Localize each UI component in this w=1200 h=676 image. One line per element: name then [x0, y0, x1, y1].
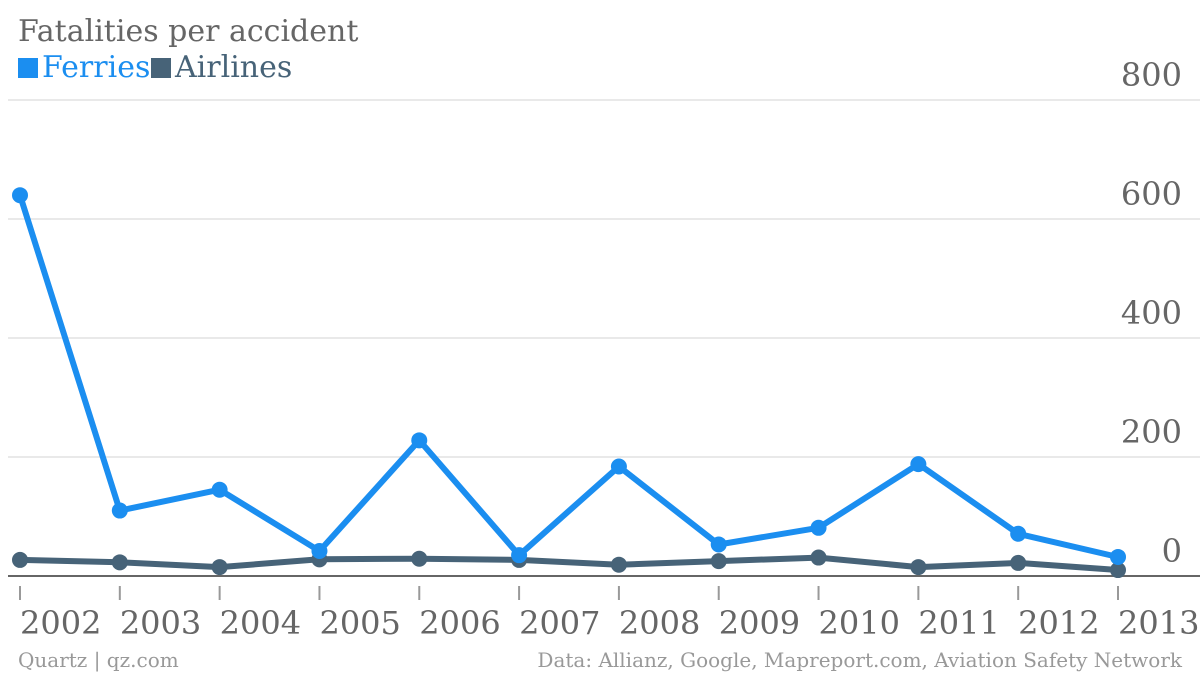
credit-text: Quartz | qz.com [18, 648, 179, 673]
data-point-airlines [710, 553, 727, 570]
data-point-airlines [111, 554, 128, 571]
y-tick-label: 400 [1121, 294, 1182, 332]
data-point-airlines [1110, 562, 1126, 579]
series-line-ferries [17, 192, 1121, 560]
data-point-ferries [910, 456, 927, 473]
x-tick-label: 2006 [419, 604, 500, 642]
legend-label-ferries: Ferries [42, 50, 150, 85]
x-tick-label: 2008 [619, 604, 700, 642]
x-tick-label: 2010 [819, 604, 900, 642]
x-tick-label: 2002 [20, 604, 101, 642]
y-axis-ticks: 800 600 400 200 0 [1121, 56, 1182, 570]
y-tick-label: 0 [1162, 532, 1182, 570]
gridlines [8, 99, 1200, 458]
series-line-airlines [17, 554, 1121, 573]
legend: Ferries Airlines [18, 50, 292, 85]
data-point-ferries [810, 519, 827, 536]
data-point-ferries [311, 543, 328, 560]
source-text: Data: Allianz, Google, Mapreport.com, Av… [537, 648, 1182, 672]
data-point-airlines [12, 551, 28, 568]
data-point-ferries [1110, 548, 1126, 565]
y-tick-label: 800 [1121, 56, 1182, 94]
x-axis-ticks: 2002 2003 2004 2005 2006 2007 2008 2009 2010 2011… [19, 586, 1199, 642]
y-tick-label: 200 [1121, 413, 1182, 451]
y-tick-label: 600 [1121, 175, 1182, 213]
series-points [12, 187, 1126, 579]
data-point-airlines [1010, 554, 1027, 571]
data-point-airlines [211, 559, 228, 576]
data-point-airlines [610, 556, 627, 573]
data-point-ferries [610, 458, 627, 475]
legend-label-airlines: Airlines [174, 50, 292, 85]
x-tick-label: 2011 [918, 604, 999, 642]
x-tick-label: 2007 [519, 604, 600, 642]
data-point-airlines [411, 550, 428, 567]
data-point-ferries [710, 536, 727, 553]
data-point-ferries [411, 432, 428, 449]
data-point-ferries [111, 502, 128, 519]
chart-title: Fatalities per accident [18, 14, 358, 49]
data-point-ferries [1010, 525, 1027, 542]
series-lines [17, 192, 1121, 573]
x-tick-label: 2009 [719, 604, 800, 642]
data-point-airlines [810, 549, 827, 566]
x-tick-label: 2013 [1118, 604, 1199, 642]
x-tick-label: 2003 [120, 604, 201, 642]
data-point-ferries [211, 481, 228, 498]
data-point-ferries [511, 547, 528, 564]
x-tick-label: 2005 [319, 604, 400, 642]
x-tick-label: 2012 [1018, 604, 1099, 642]
data-point-airlines [910, 559, 927, 576]
legend-swatch-airlines [151, 58, 171, 78]
legend-swatch-ferries [18, 58, 38, 78]
data-point-ferries [12, 187, 28, 204]
x-tick-label: 2004 [220, 604, 301, 642]
